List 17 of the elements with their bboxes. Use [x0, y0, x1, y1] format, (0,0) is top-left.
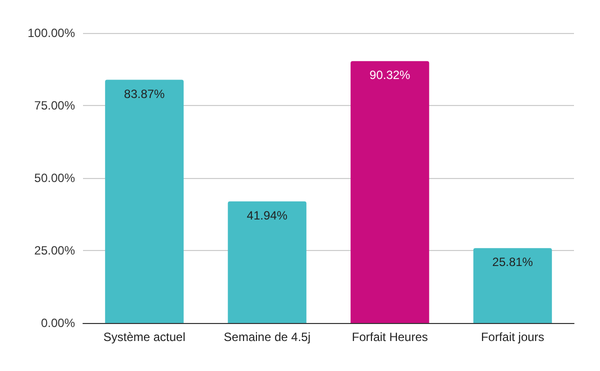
x-tick-label: Système actuel — [103, 330, 186, 344]
y-tick-label: 100.00% — [28, 26, 76, 40]
y-tick-label: 50.00% — [34, 171, 76, 185]
x-tick-label: Forfait Heures — [352, 330, 428, 344]
x-tick-label: Semaine de 4.5j — [224, 330, 310, 344]
y-tick-label: 0.00% — [40, 316, 76, 330]
data-label: 83.87% — [124, 86, 166, 101]
bar — [228, 201, 306, 323]
data-label: 90.32% — [370, 68, 411, 82]
bar — [473, 248, 552, 323]
y-tick-label: 75.00% — [34, 98, 76, 112]
data-label: 25.81% — [492, 255, 534, 270]
bar — [350, 61, 430, 323]
y-tick-label: 25.00% — [34, 244, 76, 258]
bar — [105, 80, 184, 323]
x-tick-label: Forfait jours — [480, 330, 544, 344]
data-label: 41.94% — [246, 208, 288, 222]
